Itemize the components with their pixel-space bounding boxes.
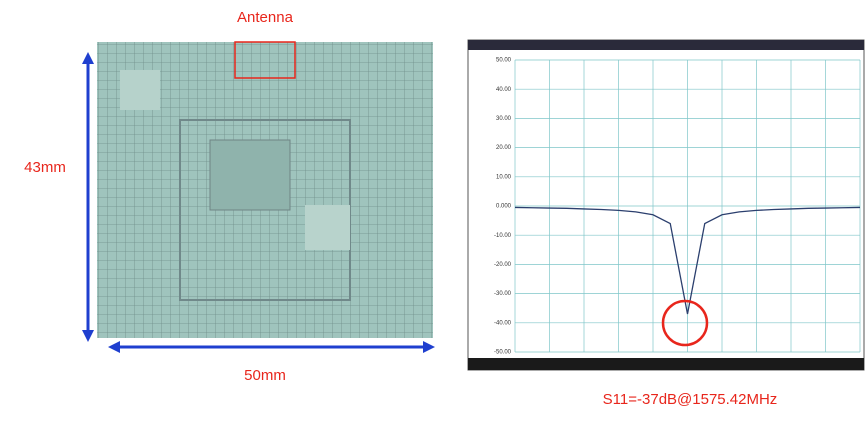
y-tick-label: 20.00: [496, 145, 512, 151]
y-tick-label: 30.00: [496, 116, 512, 122]
height-label: 43mm: [24, 159, 66, 176]
figure: Antenna 43mm 50mm 50.00 40.00 30.00 20.00 10…: [0, 0, 865, 416]
pcb-pad: [120, 70, 160, 110]
pcb-photo: [97, 42, 433, 338]
y-tick-label: -50.00: [494, 350, 512, 356]
y-tick-label: 10.00: [496, 174, 512, 180]
page: {"photo": {"antenna_label": "Antenna", "…: [0, 0, 865, 416]
y-tick-label: -30.00: [494, 291, 512, 297]
vna-status-bar: [468, 358, 864, 370]
y-tick-label: -40.00: [494, 320, 512, 326]
vna-screen: 50.00 40.00 30.00 20.00 10.00 0.000 -10.00 -20.…: [468, 40, 864, 370]
y-tick-label: -20.00: [494, 262, 512, 268]
y-tick-label: 0.000: [496, 204, 512, 210]
antenna-label: Antenna: [237, 9, 294, 26]
pcb-pad: [305, 205, 350, 250]
pcb-chip: [210, 140, 290, 210]
width-label: 50mm: [244, 367, 286, 384]
caption: S11=-37dB@1575.42MHz: [603, 391, 778, 408]
y-tick-label: -10.00: [494, 233, 512, 239]
vna-header: [468, 40, 864, 50]
y-tick-label: 50.00: [496, 58, 512, 64]
y-tick-label: 40.00: [496, 87, 512, 93]
